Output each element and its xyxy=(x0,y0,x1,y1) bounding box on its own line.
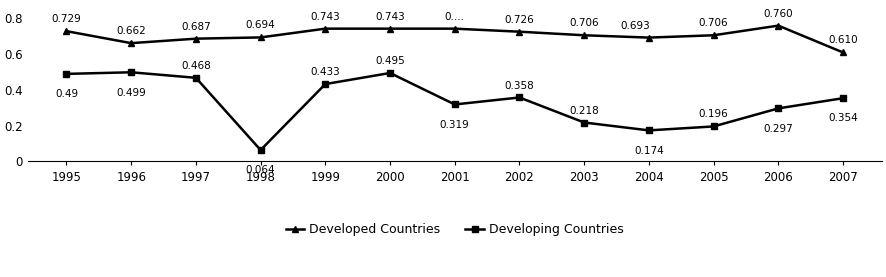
Developed Countries xyxy=(837,51,848,54)
Text: 0.358: 0.358 xyxy=(505,81,534,91)
Developing Countries xyxy=(514,96,525,99)
Text: 0.760: 0.760 xyxy=(764,9,793,19)
Text: 0.499: 0.499 xyxy=(116,88,146,98)
Text: 0.693: 0.693 xyxy=(620,21,649,31)
Line: Developed Countries: Developed Countries xyxy=(63,22,846,56)
Developing Countries xyxy=(643,129,654,132)
Text: 0.729: 0.729 xyxy=(51,14,82,24)
Text: 0....: 0.... xyxy=(445,12,465,22)
Text: 0.319: 0.319 xyxy=(439,120,470,130)
Developing Countries xyxy=(708,125,719,128)
Developing Countries xyxy=(190,76,201,79)
Text: 0.694: 0.694 xyxy=(245,20,276,30)
Text: 0.196: 0.196 xyxy=(699,109,728,119)
Developed Countries xyxy=(320,27,330,30)
Text: 0.743: 0.743 xyxy=(310,12,340,22)
Text: 0.495: 0.495 xyxy=(375,56,405,66)
Developing Countries xyxy=(61,72,72,76)
Line: Developing Countries: Developing Countries xyxy=(63,69,846,153)
Developed Countries xyxy=(449,27,460,30)
Developed Countries xyxy=(126,42,136,45)
Text: 0.297: 0.297 xyxy=(764,124,793,134)
Text: 0.174: 0.174 xyxy=(634,146,664,156)
Developing Countries xyxy=(449,103,460,106)
Developed Countries xyxy=(708,34,719,37)
Text: 0.49: 0.49 xyxy=(55,89,78,99)
Text: 0.743: 0.743 xyxy=(375,12,405,22)
Text: 0.687: 0.687 xyxy=(181,22,211,32)
Developed Countries xyxy=(773,24,783,27)
Developing Countries xyxy=(579,121,589,124)
Developing Countries xyxy=(126,71,136,74)
Text: 0.726: 0.726 xyxy=(505,15,534,25)
Developing Countries xyxy=(773,107,783,110)
Developed Countries xyxy=(61,29,72,33)
Developed Countries xyxy=(643,36,654,39)
Developed Countries xyxy=(514,30,525,33)
Text: 0.610: 0.610 xyxy=(828,35,858,45)
Text: 0.354: 0.354 xyxy=(828,114,858,124)
Text: 0.433: 0.433 xyxy=(310,67,340,77)
Text: 0.468: 0.468 xyxy=(181,61,211,71)
Legend: Developed Countries, Developing Countries: Developed Countries, Developing Countrie… xyxy=(281,218,629,241)
Developed Countries xyxy=(255,36,266,39)
Text: 0.218: 0.218 xyxy=(570,106,599,116)
Developed Countries xyxy=(579,34,589,37)
Developing Countries xyxy=(837,97,848,100)
Text: 0.064: 0.064 xyxy=(245,165,276,175)
Text: 0.706: 0.706 xyxy=(699,18,728,28)
Developing Countries xyxy=(385,71,395,75)
Developed Countries xyxy=(385,27,395,30)
Developed Countries xyxy=(190,37,201,40)
Developing Countries xyxy=(320,83,330,86)
Developing Countries xyxy=(255,148,266,152)
Text: 0.662: 0.662 xyxy=(116,26,146,36)
Text: 0.706: 0.706 xyxy=(570,18,599,28)
